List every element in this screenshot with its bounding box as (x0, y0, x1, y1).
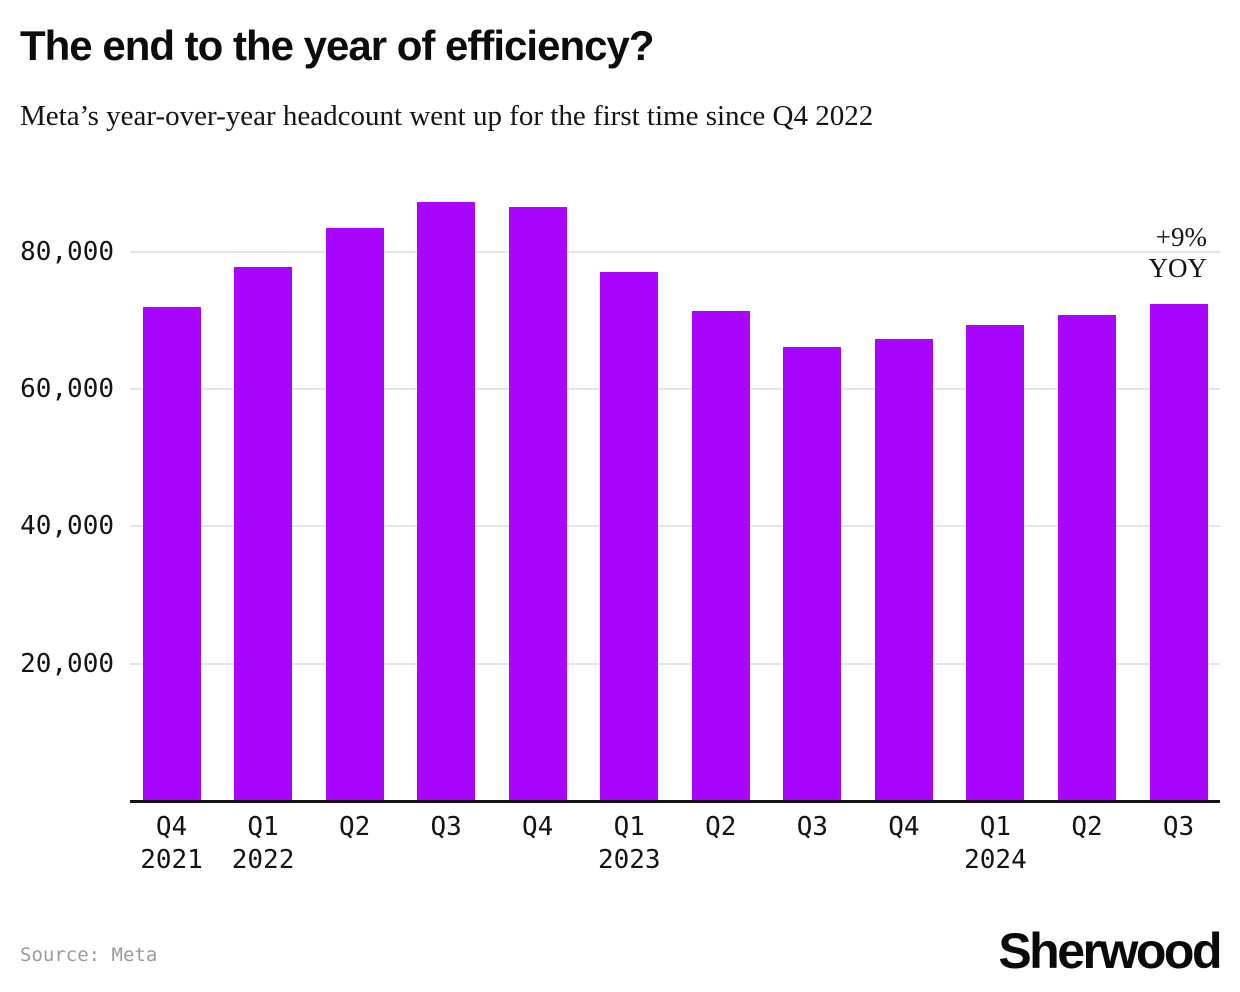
x-tick-quarter: Q4 (522, 812, 554, 842)
x-tick-quarter: Q2 (705, 812, 737, 842)
bar-q1-2024 (966, 325, 1025, 801)
x-tick-quarter: Q2 (338, 812, 371, 842)
x-tick-quarter: Q4 (155, 812, 188, 842)
x-tick-quarter: Q1 (247, 812, 279, 842)
yoy-annotation-line2: YOY (1148, 253, 1208, 283)
x-axis-tick-label: Q1 2024 (945, 811, 1045, 877)
gridline (130, 250, 1220, 253)
bar-q2 (1058, 315, 1116, 801)
bar-q2 (691, 310, 750, 801)
bar-q4 (874, 339, 933, 801)
x-tick-quarter: Q2 (1071, 812, 1103, 842)
bar-q3 (1149, 304, 1208, 801)
x-axis-tick-label: Q2 (1037, 811, 1137, 844)
plot-area (130, 186, 1220, 801)
x-axis-tick-label: Q1 2022 (213, 811, 313, 877)
x-axis: Q4 2021 Q1 2022 Q2 Q3 Q4 Q1 2023 Q2 Q3 Q4 Q1 2024 Q2 Q3 (130, 811, 1220, 883)
bar-q3 (417, 201, 476, 801)
chart-title: The end to the year of efficiency? (20, 22, 654, 69)
x-axis-tick-label: Q3 (1129, 811, 1229, 844)
x-axis-tick-label: Q3 (396, 811, 496, 844)
x-tick-year: 2024 (964, 845, 1027, 875)
bar-q4-2021 (142, 307, 201, 801)
x-tick-quarter: Q4 (888, 812, 920, 842)
x-tick-quarter: Q1 (979, 812, 1012, 842)
x-axis-line (130, 800, 1220, 803)
gridline (130, 662, 1220, 665)
x-tick-quarter: Q1 (613, 812, 645, 842)
x-tick-quarter: Q3 (430, 812, 462, 842)
yoy-annotation: +9% YOY (1149, 222, 1208, 284)
x-axis-tick-label: Q3 (762, 811, 862, 844)
bar-q1-2023 (600, 271, 659, 801)
y-axis-tick-label: 20,000 (20, 648, 114, 679)
bar-q1-2022 (234, 267, 293, 801)
yoy-annotation-line1: +9% (1155, 222, 1207, 252)
sherwood-logo: Sherwood (998, 923, 1222, 979)
x-axis-tick-label: Q4 2021 (122, 811, 222, 877)
y-axis: 20,000 40,000 60,000 80,000 (0, 186, 114, 801)
x-tick-quarter: Q3 (1162, 812, 1195, 842)
x-axis-tick-label: Q2 (305, 811, 405, 844)
gridline (130, 388, 1220, 391)
x-tick-quarter: Q3 (796, 812, 828, 842)
x-tick-year: 2021 (140, 845, 203, 875)
bar-q3 (783, 346, 842, 801)
x-tick-year: 2023 (597, 845, 661, 875)
x-tick-year: 2022 (231, 845, 295, 875)
x-axis-tick-label: Q2 (671, 811, 771, 844)
y-axis-tick-label: 60,000 (20, 374, 114, 405)
gridline (130, 525, 1220, 528)
x-axis-tick-label: Q4 (854, 811, 954, 844)
y-axis-tick-label: 40,000 (20, 511, 114, 542)
x-axis-tick-label: Q1 2023 (579, 811, 679, 877)
source-label: Source: Meta (20, 944, 158, 966)
x-axis-tick-label: Q4 (488, 811, 588, 844)
bar-q4 (508, 207, 567, 801)
chart-subtitle: Meta’s year-over-year headcount went up … (20, 100, 874, 132)
bar-q2 (325, 227, 384, 801)
y-axis-tick-label: 80,000 (20, 236, 114, 267)
